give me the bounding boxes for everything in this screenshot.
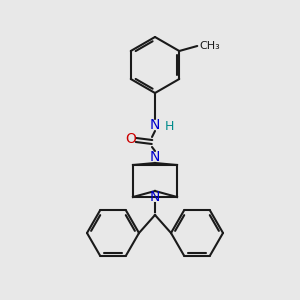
Text: CH₃: CH₃ xyxy=(199,41,220,51)
Text: N: N xyxy=(150,118,160,132)
Text: O: O xyxy=(126,132,136,146)
Text: N: N xyxy=(150,190,160,204)
Text: N: N xyxy=(150,150,160,164)
Text: H: H xyxy=(164,121,174,134)
